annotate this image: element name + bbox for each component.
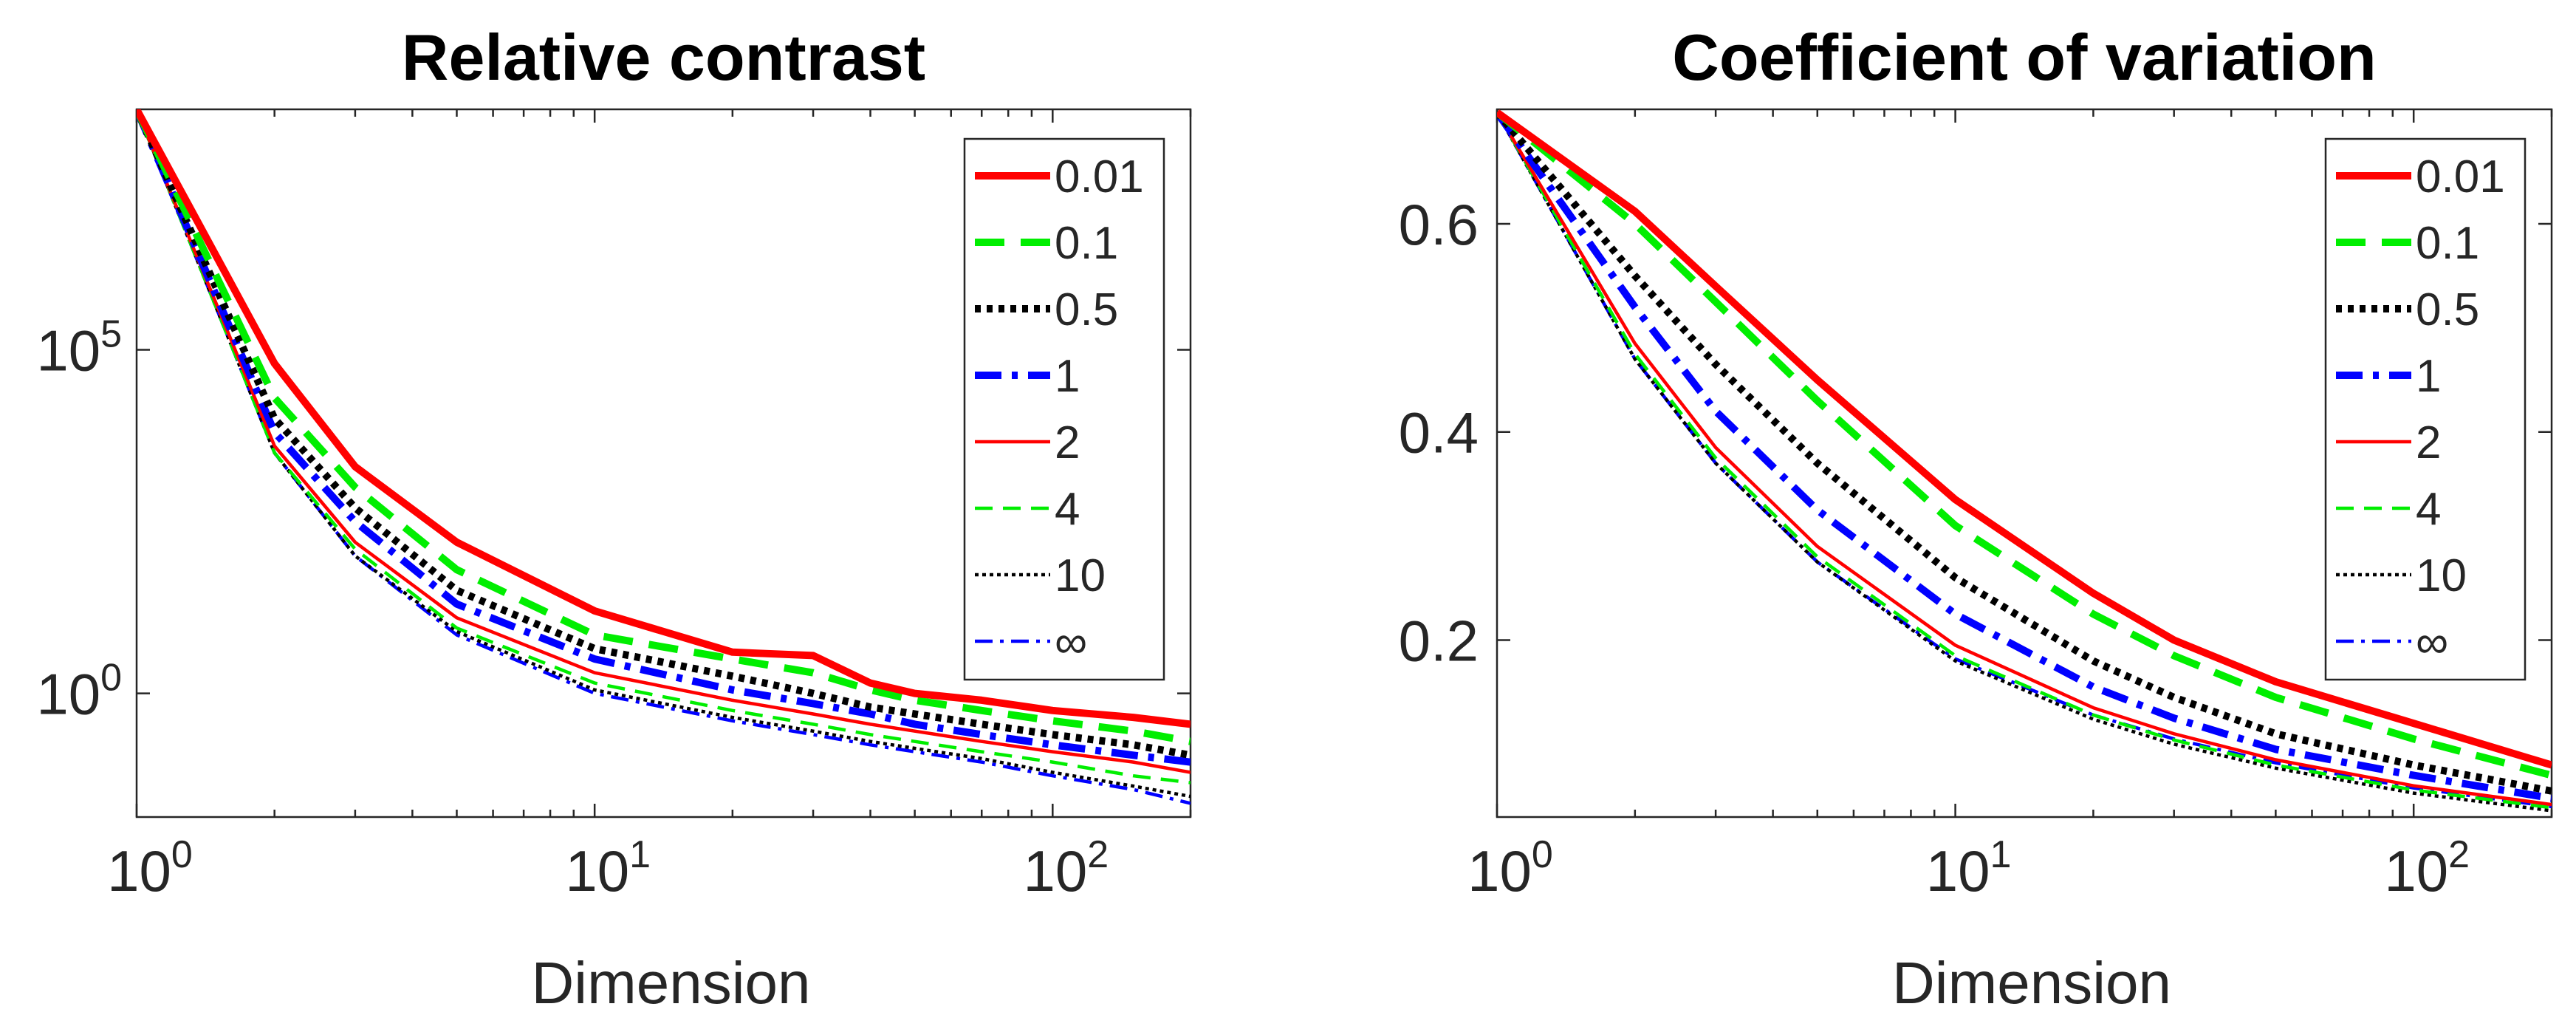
chart-panel-1: 100 101 102 105 100 0.01 0.1 0.5 1 2 4 10 ∞ Relative … [36,21,1192,1016]
series-line-0.1 [1497,109,2552,779]
y-tick-label: 105 [36,313,122,383]
series-line-10 [137,109,1191,799]
legend-label: 10 [1055,550,1106,601]
legend-label: 0.01 [2416,151,2505,202]
legend-label: 2 [2416,417,2441,468]
x-axis-label: Dimension [532,950,811,1016]
x-tick-label: 100 [107,833,193,903]
series-line-2 [1497,112,2552,807]
legend-box [2324,137,2527,681]
legend-label: 1 [1055,351,1080,402]
x-tick-label: 100 [1467,833,1553,903]
series-line-1 [137,109,1191,766]
y-tick-label: 0.2 [1399,609,1479,674]
series-line-4 [1497,112,2552,810]
legend-label: 1 [2416,351,2441,402]
series-line-0.5 [137,109,1191,759]
legend-label: 4 [2416,484,2441,535]
chart-title: Relative contrast [402,21,925,94]
series-group [137,109,1191,805]
x-tick-label: 101 [565,833,651,903]
legend-label: ∞ [2416,617,2448,668]
legend: 0.01 0.1 0.5 1 2 4 10 ∞ [2324,137,2527,681]
x-tick-label: 102 [1023,833,1109,903]
legend-label: 0.1 [2416,218,2479,269]
series-line-1 [1497,110,2552,802]
legend-label: 0.5 [2416,284,2479,335]
y-tick-label: 100 [36,657,122,727]
chart-panel-2: 100 101 102 0.2 0.4 0.6 0.01 0.1 0.5 1 2 4 10 ∞ Coeffi… [1399,21,2553,1016]
series-line-∞ [137,109,1191,805]
series-line-2 [137,109,1191,774]
chart-title: Coefficient of variation [1672,21,2376,94]
legend-label: 0.5 [1055,284,1118,335]
series-line-0.1 [137,109,1191,745]
legend: 0.01 0.1 0.5 1 2 4 10 ∞ [963,137,1165,681]
series-line-0.01 [1497,109,2552,769]
legend-box [963,137,1165,681]
legend-label: 2 [1055,417,1080,468]
legend-label: 0.1 [1055,218,1118,269]
legend-label: 10 [2416,550,2467,601]
x-tick-label: 102 [2384,833,2470,903]
legend-label: ∞ [1055,617,1087,668]
legend-label: 4 [1055,484,1080,535]
series-line-10 [1497,112,2552,813]
x-axis-label: Dimension [1892,950,2171,1016]
y-tick-label: 0.4 [1399,400,1479,465]
series-line-0.5 [1497,109,2552,795]
series-line-4 [137,109,1191,785]
legend-label: 0.01 [1055,151,1144,202]
y-tick-label: 0.6 [1399,192,1479,257]
series-group [1497,109,2552,813]
x-tick-label: 101 [1926,833,2012,903]
series-line-0.01 [137,109,1191,728]
